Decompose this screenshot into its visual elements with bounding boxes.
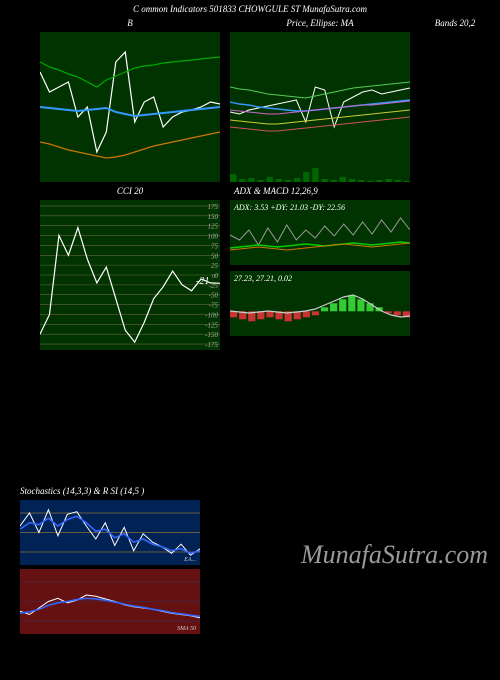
title-b: B [40,18,220,28]
svg-text:-100: -100 [205,311,218,319]
chart-bollinger-bands [230,32,410,182]
chart-cci: 1751501251007550250-25-50-75-100-125-150… [40,200,220,350]
chart-adx: ADX: 3.53 +DY: 21.03 -DY: 22.56 [230,200,410,265]
title-right: Bands 20,2 [410,18,500,28]
chart-stochastics: EA... [20,500,200,565]
title-adx: ADX & MACD 12,26,9 [230,186,410,196]
svg-text:EA...: EA... [183,557,196,563]
svg-text:50: 50 [211,252,219,260]
svg-text:25: 25 [211,262,219,270]
page-header: C ommon Indicators 501833 CHOWGULE ST Mu… [0,0,500,18]
chart-rsi: SMA 50 [20,569,200,634]
svg-text:-175: -175 [205,341,218,349]
chart-ma-price [40,32,220,182]
svg-text:75: 75 [211,242,219,250]
svg-text:0: 0 [215,272,219,280]
title-cci: CCI 20 [40,186,220,196]
svg-text:SMA 50: SMA 50 [177,626,196,632]
svg-text:-75: -75 [209,302,219,310]
title-stoch-rsi: Stochastics (14,3,3) & R SI (14,5 ) [20,486,480,496]
svg-text:175: 175 [208,203,219,211]
svg-text:ADX: 3.53 +DY: 21.03 -DY: 22.5: ADX: 3.53 +DY: 21.03 -DY: 22.56 [233,203,345,212]
svg-text:-50: -50 [209,292,219,300]
svg-text:150: 150 [208,213,219,221]
svg-text:-21: -21 [196,276,209,287]
header-c: C [133,4,139,14]
svg-text:-150: -150 [205,331,218,339]
svg-text:-125: -125 [205,321,218,329]
header-text: ommon Indicators 501833 CHOWGULE ST Muna… [141,4,367,14]
svg-text:125: 125 [208,223,219,231]
chart-macd: 27.23, 27.21, 0.02 [230,271,410,336]
title-mid: Price, Ellipse: MA [230,18,410,28]
svg-text:100: 100 [208,233,219,241]
svg-text:0: 0 [212,274,215,280]
svg-text:27.23, 27.21, 0.02: 27.23, 27.21, 0.02 [234,274,292,283]
